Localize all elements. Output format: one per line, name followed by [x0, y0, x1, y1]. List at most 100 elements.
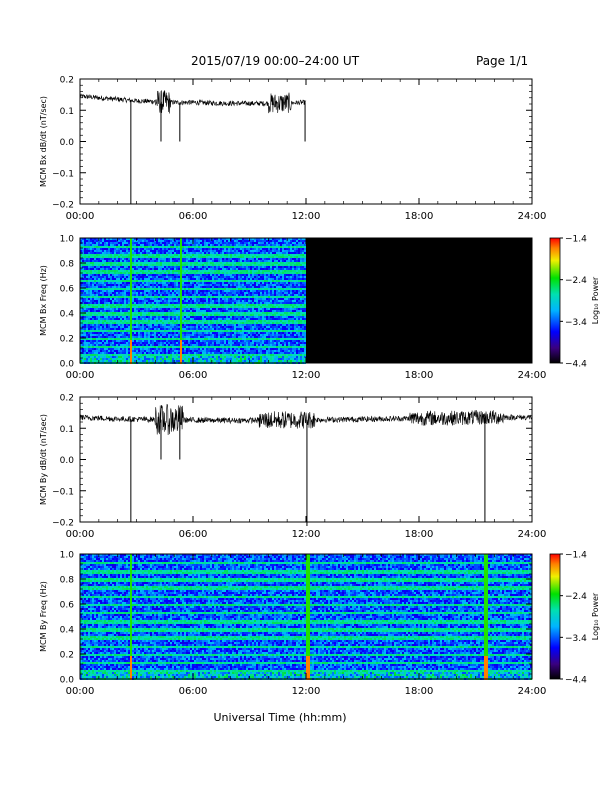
spectrogram-cell [184, 312, 186, 314]
spectrogram-cell [180, 276, 182, 278]
spectrogram-cell [116, 276, 118, 278]
spectrogram-cell [104, 324, 106, 326]
spectrogram-cell [152, 262, 154, 264]
spectrogram-cell [200, 266, 202, 268]
spectrogram-cell [140, 306, 142, 308]
spectrogram-cell [88, 284, 90, 286]
spectrogram-cell [82, 340, 84, 342]
spectrogram-cell [186, 238, 188, 240]
spectrogram-cell [166, 300, 168, 302]
spectrogram-cell [136, 284, 138, 286]
spectrogram-cell [226, 264, 228, 266]
spectrogram-cell [106, 260, 108, 262]
spectrogram-cell [204, 240, 206, 242]
spectrogram-cell [230, 358, 232, 360]
spectrogram-cell [110, 326, 112, 328]
spectrogram-cell [108, 280, 110, 282]
spectrogram-cell [138, 356, 140, 358]
spectrogram-cell [184, 316, 186, 318]
spectrogram-cell [136, 324, 138, 326]
spectrogram-cell [216, 344, 218, 346]
spectrogram-cell [180, 340, 182, 342]
spectrogram-cell [172, 338, 174, 340]
spectrogram-cell [140, 258, 142, 260]
spectrogram-cell [90, 242, 92, 244]
spectrogram-cell [220, 252, 222, 254]
spectrogram-cell [94, 312, 96, 314]
spectrogram-cell [214, 324, 216, 326]
spectrogram-cell [208, 352, 210, 354]
spectrogram-cell [82, 286, 84, 288]
spectrogram-cell [88, 360, 90, 362]
spectrogram-cell [90, 322, 92, 324]
spectrogram-cell [102, 322, 104, 324]
spectrogram-cell [216, 334, 218, 336]
spectrogram-cell [152, 270, 154, 272]
spectrogram-cell [118, 264, 120, 266]
spectrogram-cell [170, 286, 172, 288]
spectrogram-cell [178, 284, 180, 286]
spectrogram-cell [116, 244, 118, 246]
spectrogram-cell [130, 338, 132, 340]
spectrogram-cell [194, 318, 196, 320]
spectrogram-cell [170, 348, 172, 350]
spectrogram-cell [160, 302, 162, 304]
spectrogram-cell [218, 348, 220, 350]
spectrogram-cell [112, 286, 114, 288]
spectrogram-cell [232, 284, 234, 286]
spectrogram-cell [128, 254, 130, 256]
spectrogram-cell [126, 240, 128, 242]
spectrogram-cell [204, 326, 206, 328]
spectrogram-cell [230, 314, 232, 316]
spectrogram-cell [196, 348, 198, 350]
spectrogram-cell [126, 276, 128, 278]
spectrogram-cell [154, 356, 156, 358]
spectrogram-cell [200, 356, 202, 358]
spectrogram-cell [124, 256, 126, 258]
spectrogram-cell [232, 280, 234, 282]
spectrogram-cell [92, 316, 94, 318]
spectrogram-cell [226, 358, 228, 360]
spectrogram-cell [114, 240, 116, 242]
spectrogram-cell [88, 262, 90, 264]
spectrogram-cell [90, 348, 92, 350]
spectrogram-cell [234, 252, 236, 254]
spectrogram-cell [158, 344, 160, 346]
spectrogram-cell [214, 334, 216, 336]
spectrogram-cell [82, 274, 84, 276]
spectrogram-cell [132, 312, 134, 314]
spectrogram-cell [144, 306, 146, 308]
spectrogram-cell [186, 328, 188, 330]
spectrogram-cell [150, 258, 152, 260]
spectrogram-cell [140, 342, 142, 344]
spectrogram-cell [94, 282, 96, 284]
spectrogram-cell [88, 294, 90, 296]
spectrogram-cell [194, 338, 196, 340]
spectrogram-cell [176, 280, 178, 282]
spectrogram-cell [108, 250, 110, 252]
spectrogram-cell [80, 246, 82, 248]
spectrogram-cell [142, 290, 144, 292]
spectrogram-cell [98, 256, 100, 258]
spectrogram-cell [94, 338, 96, 340]
spectrogram-cell [112, 310, 114, 312]
spectrogram-cell [198, 312, 200, 314]
spectrogram-cell [142, 258, 144, 260]
spectrogram-cell [144, 238, 146, 240]
spectrogram-cell [202, 326, 204, 328]
spectrogram-cell [190, 274, 192, 276]
spectrogram-cell [184, 248, 186, 250]
spectrogram-cell [200, 316, 202, 318]
spectrogram-cell [150, 340, 152, 342]
spectrogram-cell [186, 348, 188, 350]
spectrogram-cell [130, 354, 132, 356]
spectrogram-cell [188, 238, 190, 240]
spectrogram-cell [182, 358, 184, 360]
spectrogram-cell [102, 334, 104, 336]
spectrogram-cell [216, 240, 218, 242]
spectrogram-cell [230, 290, 232, 292]
spectrogram-cell [194, 310, 196, 312]
spectrogram-cell [216, 304, 218, 306]
spectrogram-cell [110, 262, 112, 264]
spectrogram-cell [100, 252, 102, 254]
